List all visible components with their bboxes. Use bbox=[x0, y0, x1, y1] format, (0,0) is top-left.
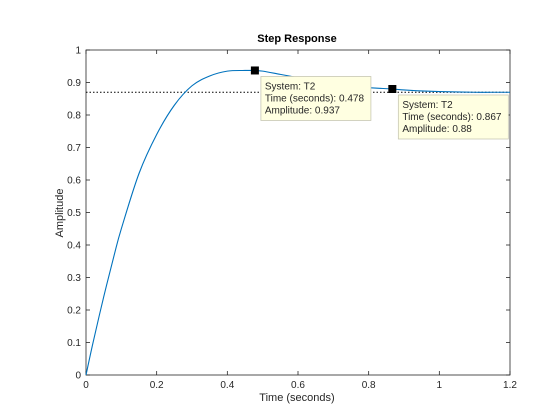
x-tick-label: 1.2 bbox=[503, 380, 517, 391]
y-tick-label: 0.2 bbox=[67, 306, 81, 317]
datatip-text: Time (seconds): 0.478 bbox=[265, 93, 365, 104]
x-tick-label: 0 bbox=[83, 380, 89, 391]
x-tick-label: 0.2 bbox=[150, 380, 164, 391]
datatip-text: Time (seconds): 0.867 bbox=[402, 112, 502, 123]
x-tick-label: 1 bbox=[437, 380, 443, 391]
y-tick-label: 0.6 bbox=[67, 176, 81, 187]
y-tick-label: 0 bbox=[75, 371, 81, 382]
x-tick-label: 0.4 bbox=[220, 380, 234, 391]
y-tick-label: 0.5 bbox=[67, 208, 81, 219]
x-tick-label: 0.8 bbox=[362, 380, 376, 391]
datatip-text: Amplitude: 0.937 bbox=[265, 105, 340, 116]
y-axis-label: Amplitude bbox=[54, 189, 66, 238]
plot-area: 0 0.2 0.4 0.6 0.8 1 1.2 0 0.1 0.2 0.3 0.4 0.5 0.6 0.7 0… bbox=[67, 46, 517, 392]
datatip-text: System: T2 bbox=[265, 81, 316, 92]
datatip-marker[interactable] bbox=[388, 85, 396, 93]
y-tick-label: 0.7 bbox=[67, 143, 81, 154]
y-tick-label: 0.4 bbox=[67, 241, 81, 252]
y-tick-label: 0.9 bbox=[67, 78, 81, 89]
x-tick-label: 0.6 bbox=[291, 380, 305, 391]
y-tick-label: 1 bbox=[75, 46, 81, 57]
datatip-text: System: T2 bbox=[402, 100, 453, 111]
datatip-text: Amplitude: 0.88 bbox=[402, 124, 472, 135]
y-tick-label: 0.1 bbox=[67, 338, 81, 349]
datatip-marker[interactable] bbox=[251, 66, 259, 74]
chart-title: Step Response bbox=[257, 33, 336, 45]
y-tick-label: 0.3 bbox=[67, 273, 81, 284]
y-tick-label: 0.8 bbox=[67, 111, 81, 122]
x-axis-label: Time (seconds) bbox=[259, 392, 334, 404]
